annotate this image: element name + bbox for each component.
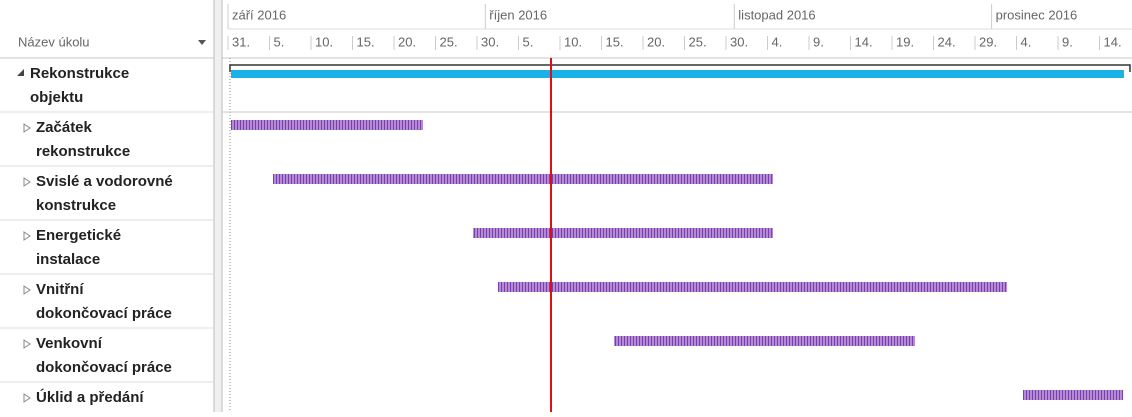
column-title[interactable]: Název úkolu bbox=[18, 34, 90, 49]
task-name[interactable]: Začátek bbox=[36, 119, 93, 136]
expand-icon[interactable] bbox=[23, 177, 31, 187]
task-name[interactable]: dokončovací práce bbox=[36, 305, 172, 322]
task-bar[interactable] bbox=[498, 282, 1007, 292]
day-label: 30. bbox=[481, 34, 499, 49]
task-bar[interactable] bbox=[473, 228, 773, 238]
task-name[interactable]: objektu bbox=[30, 89, 83, 106]
expand-icon[interactable] bbox=[23, 393, 31, 403]
expand-icon[interactable] bbox=[23, 123, 31, 133]
summary-bar[interactable] bbox=[231, 70, 1124, 78]
day-label: 14. bbox=[855, 34, 873, 49]
day-label: 15. bbox=[606, 34, 624, 49]
task-name[interactable]: Energetické bbox=[36, 227, 121, 244]
task-name[interactable]: Rekonstrukce bbox=[30, 65, 129, 82]
task-bar[interactable] bbox=[231, 120, 423, 130]
day-label: 10. bbox=[315, 34, 333, 49]
day-label: 31. bbox=[232, 34, 250, 49]
task-name[interactable]: instalace bbox=[36, 251, 100, 268]
day-label: 29. bbox=[979, 34, 997, 49]
month-label: listopad 2016 bbox=[738, 7, 815, 22]
task-name[interactable]: konstrukce bbox=[36, 197, 116, 214]
day-label: 4. bbox=[1021, 34, 1032, 49]
collapse-icon[interactable] bbox=[17, 69, 24, 76]
task-name[interactable]: rekonstrukce bbox=[36, 143, 130, 160]
task-bars bbox=[231, 120, 1123, 400]
task-name[interactable]: Venkovní bbox=[36, 335, 103, 352]
expand-icon[interactable] bbox=[23, 339, 31, 349]
day-label: 30. bbox=[730, 34, 748, 49]
day-label: 9. bbox=[1062, 34, 1073, 49]
day-label: 25. bbox=[440, 34, 458, 49]
month-label: prosinec 2016 bbox=[996, 7, 1078, 22]
month-label: září 2016 bbox=[232, 7, 286, 22]
day-label: 20. bbox=[647, 34, 665, 49]
day-label: 9. bbox=[813, 34, 824, 49]
task-name[interactable]: dokončovací práce bbox=[36, 359, 172, 376]
summary-bracket bbox=[229, 64, 1131, 72]
day-label: 10. bbox=[564, 34, 582, 49]
day-label: 25. bbox=[689, 34, 707, 49]
expand-icon[interactable] bbox=[23, 285, 31, 295]
task-bar[interactable] bbox=[614, 336, 915, 346]
month-label: říjen 2016 bbox=[489, 7, 547, 22]
splitter[interactable] bbox=[214, 0, 222, 412]
expand-icon[interactable] bbox=[23, 231, 31, 241]
task-name[interactable]: Úklid a předání bbox=[36, 388, 144, 406]
day-label: 5. bbox=[274, 34, 285, 49]
day-label: 15. bbox=[357, 34, 375, 49]
day-label: 19. bbox=[896, 34, 914, 49]
task-bar[interactable] bbox=[273, 174, 773, 184]
day-label: 5. bbox=[523, 34, 534, 49]
task-bar[interactable] bbox=[1023, 390, 1123, 400]
day-label: 24. bbox=[938, 34, 956, 49]
day-label: 4. bbox=[772, 34, 783, 49]
day-label: 14. bbox=[1104, 34, 1122, 49]
task-name[interactable]: Svislé a vodorovné bbox=[36, 173, 173, 190]
task-name[interactable]: Vnitřní bbox=[36, 281, 84, 298]
dropdown-arrow[interactable] bbox=[198, 40, 206, 45]
day-label: 20. bbox=[398, 34, 416, 49]
